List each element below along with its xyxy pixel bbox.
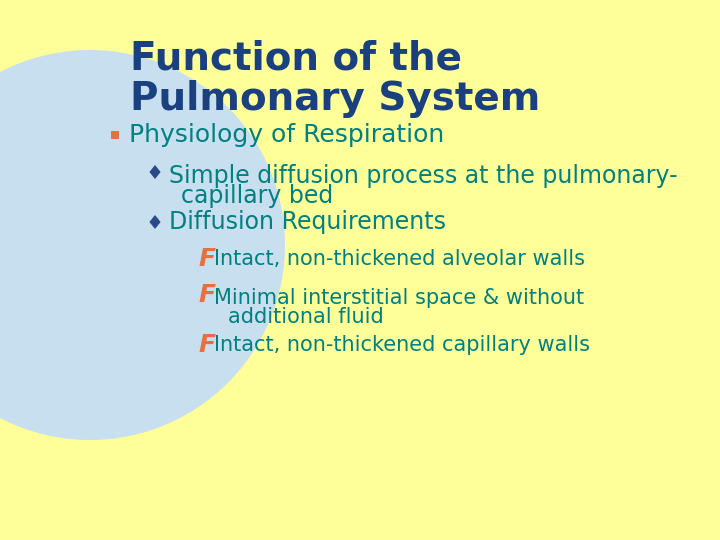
- Text: F: F: [198, 247, 215, 271]
- Text: Pulmonary System: Pulmonary System: [130, 80, 541, 118]
- Polygon shape: [150, 215, 161, 229]
- Bar: [111, 131, 119, 139]
- Text: Minimal interstitial space & without: Minimal interstitial space & without: [214, 288, 584, 308]
- Text: capillary bed: capillary bed: [181, 184, 333, 208]
- Text: Intact, non-thickened capillary walls: Intact, non-thickened capillary walls: [214, 335, 590, 355]
- Text: Physiology of Respiration: Physiology of Respiration: [129, 123, 444, 147]
- Circle shape: [0, 50, 285, 440]
- Text: Intact, non-thickened alveolar walls: Intact, non-thickened alveolar walls: [214, 249, 585, 269]
- Text: additional fluid: additional fluid: [228, 307, 384, 327]
- Text: Simple diffusion process at the pulmonary-: Simple diffusion process at the pulmonar…: [169, 164, 678, 188]
- Polygon shape: [150, 165, 161, 179]
- Text: Function of the: Function of the: [130, 40, 462, 78]
- Text: F: F: [198, 333, 215, 357]
- Text: F: F: [198, 283, 215, 307]
- Text: Diffusion Requirements: Diffusion Requirements: [169, 210, 446, 234]
